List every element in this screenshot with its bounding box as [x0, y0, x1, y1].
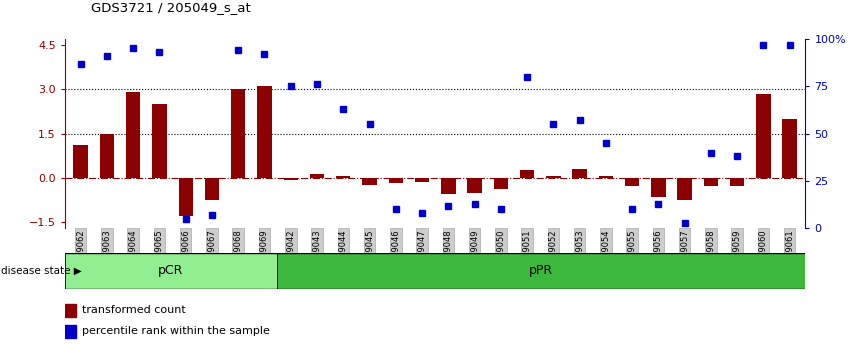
Text: percentile rank within the sample: percentile rank within the sample: [82, 326, 270, 336]
Bar: [310, 175, 324, 178]
Bar: [441, 178, 456, 194]
Text: GDS3721 / 205049_s_at: GDS3721 / 205049_s_at: [91, 1, 250, 14]
Bar: [730, 178, 745, 186]
Bar: [389, 178, 403, 183]
Bar: [276, 253, 805, 289]
Bar: [152, 104, 166, 178]
Text: pCR: pCR: [158, 264, 184, 277]
Text: disease state ▶: disease state ▶: [1, 266, 81, 276]
Bar: [257, 86, 272, 178]
Bar: [704, 178, 718, 186]
Bar: [204, 178, 219, 200]
Bar: [336, 176, 351, 178]
Bar: [100, 134, 114, 178]
Bar: [65, 325, 76, 338]
Bar: [415, 178, 430, 182]
Bar: [520, 170, 534, 178]
Bar: [126, 92, 140, 178]
Bar: [362, 178, 377, 185]
Bar: [494, 178, 508, 189]
Text: pPR: pPR: [529, 264, 553, 277]
Bar: [625, 178, 639, 186]
Bar: [178, 178, 193, 217]
Bar: [468, 178, 481, 193]
Bar: [756, 94, 771, 178]
Bar: [65, 304, 76, 317]
Bar: [677, 178, 692, 200]
Bar: [65, 253, 276, 289]
Bar: [598, 176, 613, 178]
Bar: [651, 178, 666, 197]
Bar: [283, 178, 298, 179]
Bar: [74, 145, 88, 178]
Bar: [231, 89, 245, 178]
Bar: [546, 176, 560, 178]
Bar: [572, 169, 587, 178]
Text: transformed count: transformed count: [82, 305, 186, 315]
Bar: [782, 119, 797, 178]
